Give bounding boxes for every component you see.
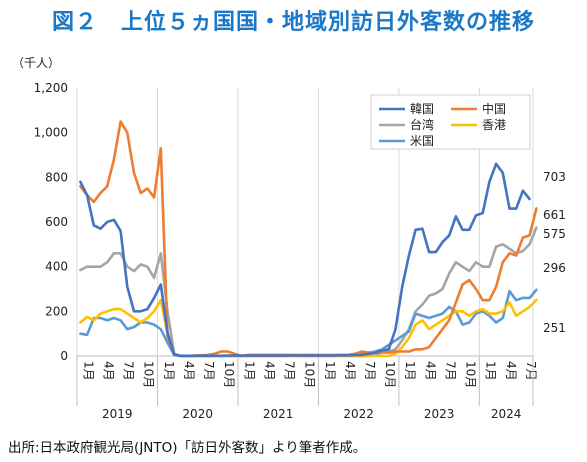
x-tick-label: 4月 bbox=[182, 361, 196, 381]
y-tick-label: 400 bbox=[45, 260, 68, 274]
legend-label: 香港 bbox=[482, 118, 506, 132]
x-tick-label: 10月 bbox=[303, 361, 317, 388]
x-tick-label: 4月 bbox=[423, 361, 437, 381]
x-tick-label: 10月 bbox=[464, 361, 478, 388]
x-tick-label: 4月 bbox=[504, 361, 518, 381]
x-tick-label: 1月 bbox=[81, 361, 95, 381]
end-value-label: 703 bbox=[543, 170, 566, 184]
end-value-label: 575 bbox=[543, 227, 566, 241]
end-value-label: 661 bbox=[543, 208, 566, 222]
series-line-米国 bbox=[79, 288, 538, 358]
x-tick-label: 1月 bbox=[403, 361, 417, 381]
x-tick-label: 7月 bbox=[443, 361, 457, 381]
series-line-台湾 bbox=[79, 226, 538, 358]
x-tick-label: 10月 bbox=[222, 361, 236, 388]
chart-series bbox=[79, 120, 538, 358]
y-tick-label: 600 bbox=[45, 215, 68, 229]
x-tick-label: 10月 bbox=[142, 361, 156, 388]
y-axis-ticks: 0 200 400 600 800 1,000 1,200 bbox=[34, 81, 68, 363]
x-axis-ticks: 1月 4月 7月 10月 1月 4月 7月 10月 1月 4月 7月 10月 1月 4月 7月 10月 1月 4月… bbox=[76, 356, 538, 421]
x-tick-label: 1月 bbox=[323, 361, 337, 381]
x-tick-label: 1月 bbox=[162, 361, 176, 381]
x-year-label: 2023 bbox=[424, 407, 455, 421]
figure-title: 図２ 上位５ヵ国国・地域別訪日外客数の推移 bbox=[51, 10, 535, 35]
legend-label: 中国 bbox=[482, 101, 506, 116]
x-year-label: 2024 bbox=[491, 407, 522, 421]
y-tick-label: 1,200 bbox=[34, 81, 68, 95]
x-tick-label: 4月 bbox=[343, 361, 357, 381]
x-tick-label: 10月 bbox=[383, 361, 397, 388]
end-value-label: 296 bbox=[543, 261, 566, 275]
x-tick-label: 7月 bbox=[122, 361, 136, 381]
end-value-labels: 703 661 575 296 251 bbox=[543, 170, 566, 335]
x-tick-label: 1月 bbox=[242, 361, 256, 381]
y-axis-unit-label: （千人） bbox=[12, 56, 60, 70]
x-tick-label: 7月 bbox=[363, 361, 377, 381]
x-tick-label: 7月 bbox=[524, 361, 538, 381]
x-year-label: 2021 bbox=[263, 407, 294, 421]
series-line-中国 bbox=[79, 120, 538, 358]
x-tick-label: 7月 bbox=[202, 361, 216, 381]
x-year-label: 2022 bbox=[343, 407, 374, 421]
series-line-韓国 bbox=[79, 162, 531, 358]
end-value-label: 251 bbox=[543, 321, 566, 335]
x-tick-label: 1月 bbox=[484, 361, 498, 381]
x-tick-label: 4月 bbox=[101, 361, 115, 381]
x-year-label: 2019 bbox=[102, 407, 133, 421]
y-tick-label: 0 bbox=[60, 349, 68, 363]
legend-label: 米国 bbox=[410, 134, 434, 148]
y-tick-label: 1,000 bbox=[34, 126, 68, 140]
source-note: 出所:日本政府観光局(JNTO)「訪日外客数」より筆者作成。 bbox=[8, 440, 367, 456]
legend-label: 韓国 bbox=[410, 102, 434, 116]
x-year-label: 2020 bbox=[182, 407, 213, 421]
y-tick-label: 200 bbox=[45, 304, 68, 318]
x-tick-label: 7月 bbox=[283, 361, 297, 381]
x-tick-label: 4月 bbox=[262, 361, 276, 381]
legend-label: 台湾 bbox=[410, 117, 434, 132]
y-tick-label: 800 bbox=[45, 170, 68, 184]
